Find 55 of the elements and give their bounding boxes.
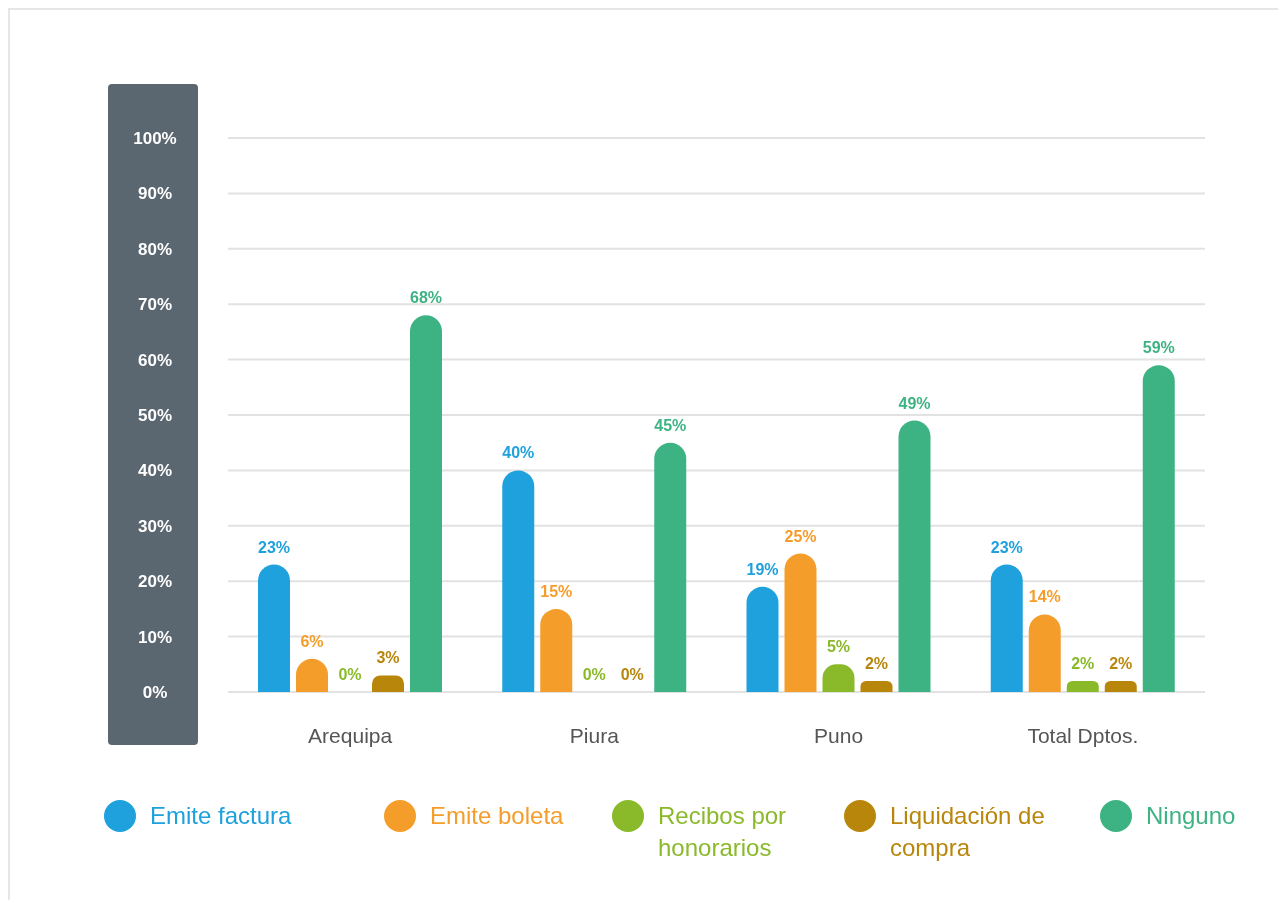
data-label: 15% <box>540 582 573 600</box>
bar <box>654 442 687 692</box>
data-label: 2% <box>1071 654 1095 672</box>
x-tick-label: Puno <box>814 723 864 747</box>
bar <box>1028 614 1061 692</box>
bar <box>410 315 442 692</box>
y-tick-label: 50% <box>137 406 173 425</box>
legend-label: Recibos por honorarios <box>658 801 788 863</box>
bar <box>898 420 931 692</box>
bar <box>860 680 893 692</box>
data-label: 19% <box>746 560 779 578</box>
y-tick-label: 20% <box>137 572 173 592</box>
y-tick-label: 90% <box>137 184 173 204</box>
data-label: 0% <box>620 665 644 683</box>
bar <box>1142 365 1175 692</box>
y-tick-label: 10% <box>137 627 173 647</box>
bar <box>1066 680 1099 692</box>
x-tick-label: Total Dptos. <box>1027 723 1139 747</box>
y-tick-label: 80% <box>137 239 173 259</box>
data-label: 49% <box>898 394 931 412</box>
bar <box>372 675 404 692</box>
data-label: 3% <box>376 649 400 667</box>
y-tick-label: 40% <box>137 461 173 481</box>
bar <box>990 564 1023 692</box>
data-label: 5% <box>826 638 851 656</box>
data-label: 2% <box>864 654 889 672</box>
y-tick-label: 100% <box>133 129 177 148</box>
y-tick-label: 60% <box>137 350 173 370</box>
y-tick-label: 70% <box>137 295 173 315</box>
data-label: 59% <box>1142 339 1175 357</box>
bar <box>784 553 817 692</box>
data-label: 23% <box>257 538 291 556</box>
data-label: 2% <box>1109 654 1133 672</box>
x-tick-label: Arequipa <box>308 723 393 747</box>
bar <box>746 586 779 692</box>
data-label: 25% <box>784 527 817 545</box>
data-label: 23% <box>990 538 1023 556</box>
legend-label: Emite factura <box>150 801 293 831</box>
data-label: 0% <box>582 665 606 683</box>
data-label: 45% <box>654 416 687 434</box>
legend-label: Ninguno <box>1146 801 1237 831</box>
legend-label: Liquidación de compra <box>890 801 1046 863</box>
bar <box>258 564 290 692</box>
legend-label: Emite boleta <box>430 801 565 831</box>
bar <box>502 470 535 692</box>
x-tick-label: Piura <box>569 723 620 747</box>
y-tick-label: 30% <box>137 516 173 536</box>
data-label: 6% <box>300 632 324 650</box>
y-tick-label: 0% <box>142 683 168 702</box>
data-label: 0% <box>338 665 362 683</box>
bar <box>1104 680 1137 692</box>
data-label: 40% <box>502 444 535 462</box>
data-label: 14% <box>1028 588 1061 606</box>
bar <box>540 608 573 692</box>
data-label: 68% <box>409 289 443 307</box>
